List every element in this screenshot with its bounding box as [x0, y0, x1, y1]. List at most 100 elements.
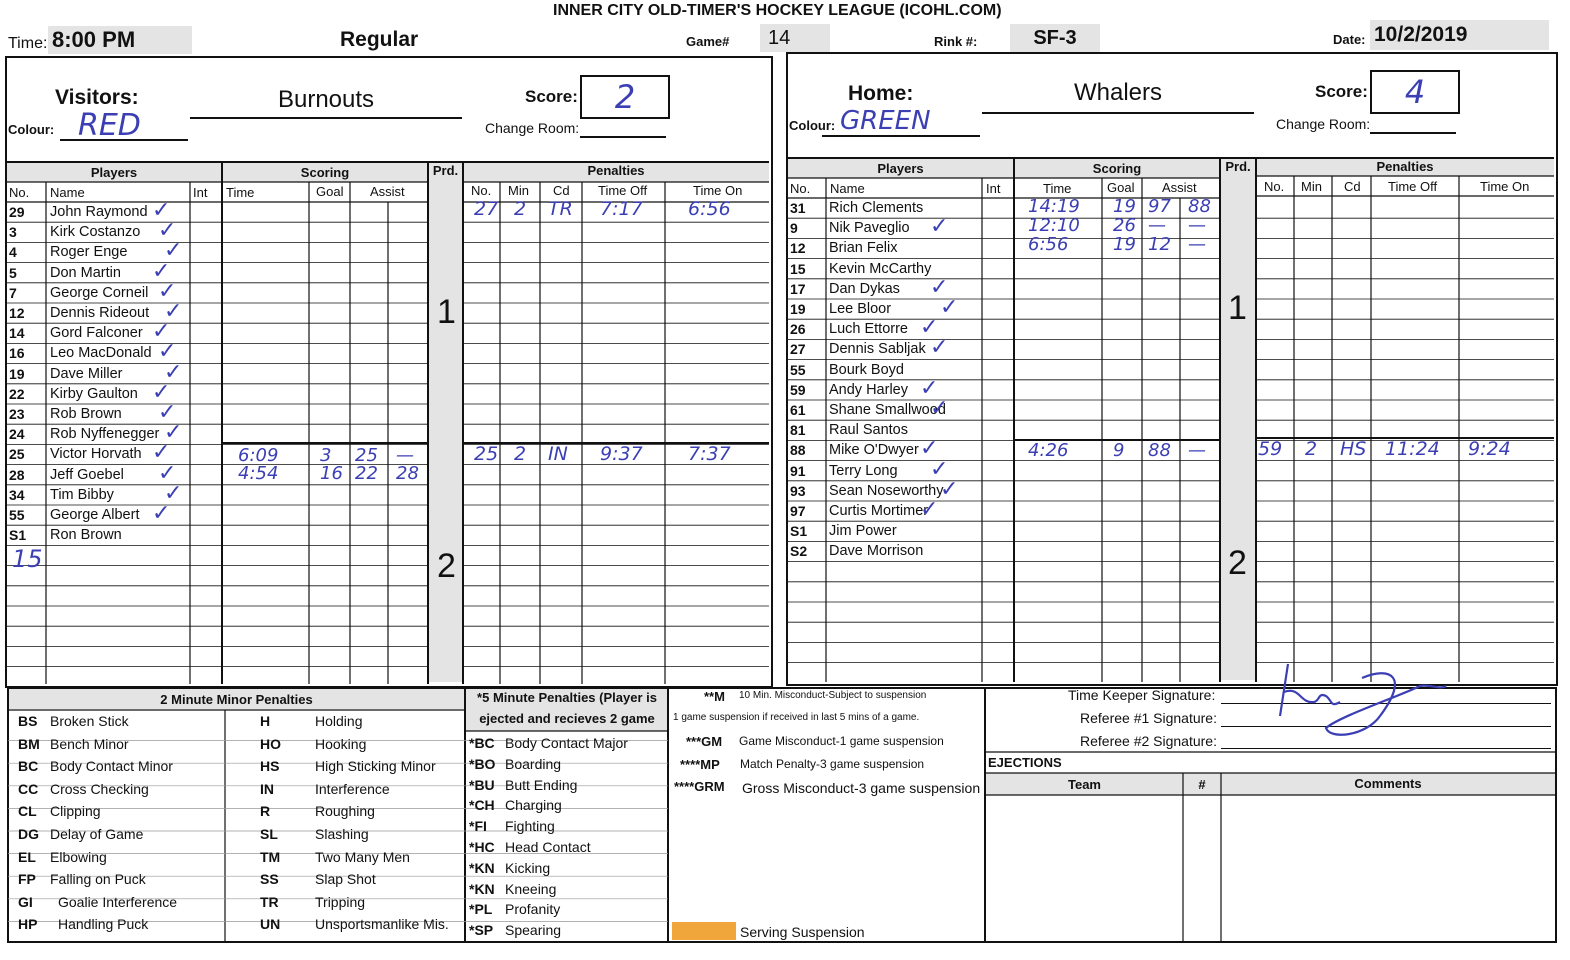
home-col-pen-no: No. — [1264, 179, 1285, 194]
check-mark-icon: ✓ — [158, 460, 177, 486]
player-number: 17 — [790, 280, 806, 297]
minor-label: High Sticking Minor — [315, 758, 436, 775]
minor-code: HP — [18, 916, 38, 933]
score-goal: 16 — [320, 463, 343, 484]
penalty-time-off: 9:37 — [600, 443, 643, 465]
ref2-label: Referee #2 Signature: — [1080, 733, 1217, 749]
player-name: Terry Long — [829, 462, 898, 479]
score-time: 4:54 — [238, 463, 279, 484]
score-goal: 26 — [1113, 215, 1136, 236]
penalty-time-off: 11:24 — [1385, 438, 1440, 460]
visitors-penalties-header: Penalties — [587, 163, 645, 178]
check-mark-icon: ✓ — [164, 359, 183, 385]
visitors-prd-header: Prd. — [432, 163, 459, 178]
minor-label: Tripping — [315, 893, 366, 910]
player-name: Sean Noseworthy — [829, 482, 944, 499]
minor-code: H — [260, 713, 271, 729]
home-score: 4 — [1370, 70, 1460, 114]
check-mark-icon: ✓ — [940, 295, 959, 320]
home-score-label: Score: — [1315, 82, 1368, 101]
home-colour: GREEN — [840, 106, 931, 136]
home-col-time-on: Time On — [1480, 179, 1530, 194]
minor-code: BM — [18, 735, 40, 752]
score-assist2: — — [1188, 440, 1206, 461]
misconduct-code: ***GM — [686, 734, 723, 749]
score-time: 4:26 — [1028, 440, 1069, 461]
player-name: Ron Brown — [50, 527, 122, 544]
check-mark-icon: ✓ — [158, 218, 177, 244]
penalty-min: 2 — [514, 443, 527, 465]
timekeeper-label: Time Keeper Signature: — [1068, 687, 1216, 703]
score-assist1: 22 — [355, 463, 378, 484]
home-players-header: Players — [877, 161, 924, 176]
player-name: Shane Smallwood — [829, 402, 946, 418]
visitors-col-pen-no: No. — [471, 183, 492, 198]
minor-label: Goalie Interference — [58, 893, 178, 910]
check-mark-icon: ✓ — [920, 497, 939, 522]
player-number: 4 — [9, 244, 17, 261]
timekeeper-line — [1221, 703, 1551, 704]
player-name: Dennis Rideout — [50, 305, 150, 321]
major-label: Profanity — [505, 901, 561, 918]
check-mark-icon: ✓ — [164, 420, 183, 446]
player-name: Rich Clements — [829, 200, 924, 216]
check-mark-icon: ✓ — [930, 274, 949, 300]
player-name: Leo MacDonald — [50, 345, 152, 362]
date-value: 10/2/2019 — [1370, 20, 1549, 50]
minor-code: CC — [18, 780, 39, 797]
major-label: Boarding — [505, 755, 562, 772]
player-name: Dennis Sabljak — [829, 341, 926, 358]
minor-title: 2 Minute Minor Penalties — [160, 692, 313, 707]
minor-code: EL — [18, 848, 36, 865]
minor-label: Cross Checking — [50, 780, 149, 797]
minor-code: BC — [18, 758, 39, 775]
minor-label: Body Contact Minor — [50, 758, 173, 775]
serving-label: Serving Suspension — [740, 924, 865, 940]
visitors-col-int: Int — [193, 185, 208, 200]
score-assist2: 28 — [396, 463, 419, 484]
home-col-assist: Assist — [1162, 180, 1197, 195]
player-name: Bourk Boyd — [829, 361, 904, 378]
player-name: Curtis Mortimer — [829, 503, 929, 519]
home-colour-line — [822, 135, 980, 137]
player-name: Raul Santos — [829, 422, 908, 439]
home-col-goal: Goal — [1107, 180, 1135, 195]
ref1-line — [1221, 726, 1551, 727]
home-col-int: Int — [986, 181, 1001, 196]
misconduct-code: ****MP — [680, 756, 720, 772]
minor-code: UN — [260, 916, 281, 933]
player-number: 22 — [9, 385, 25, 402]
minor-label: Holding — [315, 713, 363, 729]
visitors-colour: RED — [78, 108, 141, 143]
score-time: 6:09 — [238, 445, 279, 466]
minor-code: R — [260, 803, 271, 820]
player-number: 29 — [9, 204, 25, 220]
misconduct-label: Game Misconduct-1 game suspension — [739, 734, 944, 748]
check-mark-icon: ✓ — [158, 400, 177, 425]
score-assist2: 88 — [1188, 196, 1211, 217]
ejections-title: EJECTIONS — [988, 755, 1062, 770]
major-code: *KN — [469, 859, 495, 876]
visitors-col-name: Name — [50, 185, 85, 200]
penalty-time-on: 6:56 — [688, 198, 731, 220]
minor-label: Hooking — [315, 735, 367, 752]
player-number: S2 — [790, 543, 808, 560]
penalty-no: 59 — [1258, 438, 1283, 460]
minor-code: SL — [260, 826, 278, 842]
major-label: Head Contact — [505, 839, 591, 855]
major-label: Body Contact Major — [505, 735, 628, 751]
minor-label: Unsportsmanlike Mis. — [315, 916, 449, 933]
time-label: Time: — [8, 35, 48, 52]
major-code: *CH — [469, 797, 495, 814]
player-number: 91 — [790, 462, 806, 479]
player-number: S1 — [9, 527, 27, 544]
player-name: Rob Brown — [50, 406, 122, 422]
visitors-col-cd: Cd — [553, 183, 570, 198]
player-number: 81 — [790, 422, 806, 439]
visitors-change-room-label: Change Room: — [485, 120, 580, 136]
minor-label: Slap Shot — [315, 871, 376, 888]
check-mark-icon: ✓ — [930, 214, 949, 240]
visitors-period-1: 1 — [437, 293, 456, 331]
player-name: Mike O'Dwyer — [829, 442, 919, 459]
major-label: Fighting — [505, 818, 555, 835]
